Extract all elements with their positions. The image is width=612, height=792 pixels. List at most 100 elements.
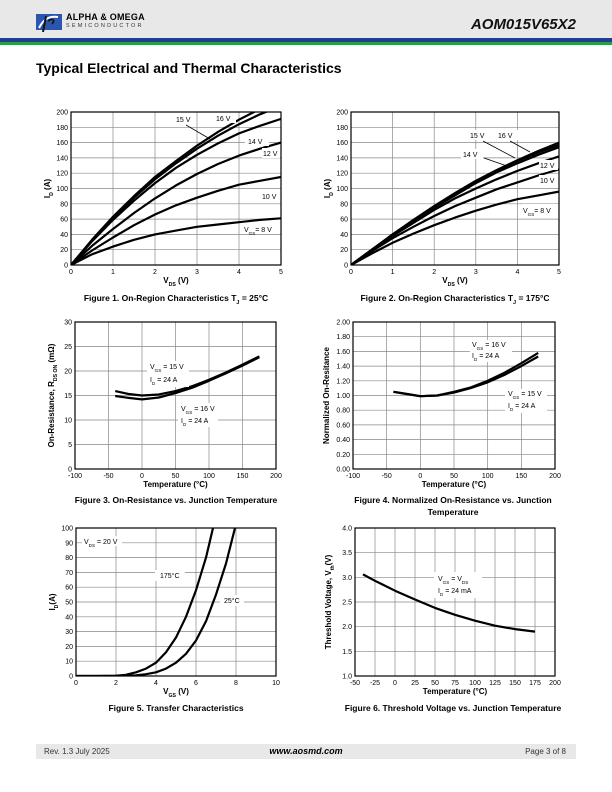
series-line <box>362 573 536 633</box>
x-tick-label: 5 <box>557 269 561 276</box>
plot-frame <box>352 321 556 470</box>
y-tick-label: 5 <box>68 442 72 449</box>
y-tick-label: 180 <box>56 125 68 132</box>
plot-frame <box>74 321 277 470</box>
y-tick-label: 120 <box>56 171 68 178</box>
plot-frame <box>350 111 560 266</box>
header-rule-green <box>0 42 612 45</box>
y-tick-label: 40 <box>60 232 68 239</box>
series-line <box>351 155 559 265</box>
y-tick-label: 60 <box>65 585 73 592</box>
annotation-16v: 16 V <box>498 133 513 140</box>
label-background <box>242 223 280 234</box>
y-axis-label: ID(A) <box>48 593 60 610</box>
series-line <box>71 175 281 265</box>
label-background <box>505 389 547 413</box>
page-footer: Rev. 1.3 July 2025 www.aosmd.com Page 3 … <box>36 744 576 759</box>
x-tick-label: 150 <box>237 473 249 480</box>
y-tick-label: 100 <box>61 526 73 533</box>
plot-frame <box>354 527 556 677</box>
chart-fig1: 0 1 2 3 4 5 0 20 40 60 80 100 120 140 160 180 200 VDS (V)… <box>43 110 283 307</box>
y-tick-label: 160 <box>336 140 348 147</box>
x-axis-label: VDS (V) <box>163 276 189 288</box>
label-background <box>496 130 518 140</box>
part-number: AOM015V65X2 <box>470 16 576 33</box>
label-background <box>434 572 482 598</box>
x-axis-label: Temperature (°C) <box>143 480 208 489</box>
series-line <box>351 190 559 265</box>
chart-fig6: -50 -25 0 25 50 75 100 125 150 175 200 1.0 1.5 2.0 2.5… <box>324 526 562 714</box>
chart-fig4: -100 -50 0 50 100 150 200 0.00 0.20 0.40 0.60 0.80 1… <box>322 320 561 518</box>
label-background <box>539 160 558 170</box>
website-link[interactable]: www.aosmd.com <box>269 746 343 756</box>
x-tick-label: 2 <box>153 269 157 276</box>
x-tick-label: 3 <box>195 269 199 276</box>
y-tick-label: 80 <box>60 201 68 208</box>
annotation-vgs-16v: VGS = 16 V <box>472 342 506 351</box>
y-tick-label: 0 <box>68 467 72 474</box>
annotation-leader <box>483 157 508 167</box>
annotation-10v: 10 V <box>540 178 555 185</box>
annotation-id-24ma: ID = 24 mA <box>438 588 472 597</box>
x-axis-label: VDS (V) <box>442 276 468 288</box>
y-tick-label: 20 <box>60 247 68 254</box>
y-tick-label: 40 <box>65 614 73 621</box>
annotation-vgs-15v: VGS = 15 V <box>508 391 542 400</box>
y-tick-label: 0.40 <box>336 437 350 444</box>
x-tick-label: 0 <box>140 473 144 480</box>
y-tick-label: 0 <box>69 674 73 681</box>
x-tick-label: 1 <box>111 269 115 276</box>
x-axis-label: Temperature (°C) <box>422 480 487 489</box>
page-number: Page 3 of 8 <box>525 747 566 756</box>
y-tick-label: 1.00 <box>336 393 350 400</box>
y-tick-label: 100 <box>56 186 68 193</box>
y-tick-label: 1.20 <box>336 378 350 385</box>
figure-caption: Figure 2. On-Region Characteristics TJ =… <box>360 293 549 306</box>
x-tick-label: 25 <box>411 680 419 687</box>
y-tick-label: 2.00 <box>336 320 350 327</box>
annotation-12v: 12 V <box>540 163 555 170</box>
x-tick-label: 1 <box>391 269 395 276</box>
x-axis-label: Temperature (°C) <box>423 687 488 696</box>
figure-caption: Figure 5. Transfer Characteristics <box>108 703 243 713</box>
x-tick-label: 100 <box>482 473 494 480</box>
y-tick-label: 1.40 <box>336 364 350 371</box>
label-background <box>522 204 558 215</box>
x-tick-label: 8 <box>234 680 238 687</box>
annotation-14v: 14 V <box>463 152 478 159</box>
annotation-16v: 16 V <box>216 116 231 123</box>
x-tick-label: 50 <box>172 473 180 480</box>
x-tick-label: 5 <box>279 269 283 276</box>
annotation-175c: 175°C <box>160 572 180 580</box>
page-header <box>0 0 612 38</box>
y-tick-label: 30 <box>64 320 72 327</box>
x-tick-label: 150 <box>509 680 521 687</box>
annotation-leader <box>482 140 516 159</box>
y-tick-label: 0.20 <box>336 452 350 459</box>
y-axis-label: ID (A) <box>323 179 335 199</box>
figure-caption-line2: Temperature <box>428 507 479 517</box>
y-tick-label: 0 <box>344 263 348 270</box>
x-tick-label: -50 <box>350 680 360 687</box>
x-tick-label: 0 <box>349 269 353 276</box>
x-tick-label: -100 <box>346 473 360 480</box>
x-tick-label: 200 <box>549 680 561 687</box>
x-tick-label: -50 <box>382 473 392 480</box>
annotation-vgs-15v: VGS = 15 V <box>150 364 184 373</box>
series-line <box>71 141 281 265</box>
x-tick-label: 0 <box>393 680 397 687</box>
y-tick-label: 200 <box>336 110 348 117</box>
label-background <box>539 175 558 185</box>
y-tick-label: 1.0 <box>342 674 352 681</box>
label-background <box>178 403 218 427</box>
annotation-id-24a: ID = 24 A <box>150 377 178 386</box>
y-tick-label: 25 <box>64 344 72 351</box>
y-tick-label: 20 <box>340 247 348 254</box>
y-tick-label: 0.60 <box>336 422 350 429</box>
y-tick-label: 30 <box>65 629 73 636</box>
annotation-id-24a: ID = 24 A <box>508 403 536 412</box>
annotation-15v: 15 V <box>470 133 485 140</box>
label-background <box>245 136 269 146</box>
